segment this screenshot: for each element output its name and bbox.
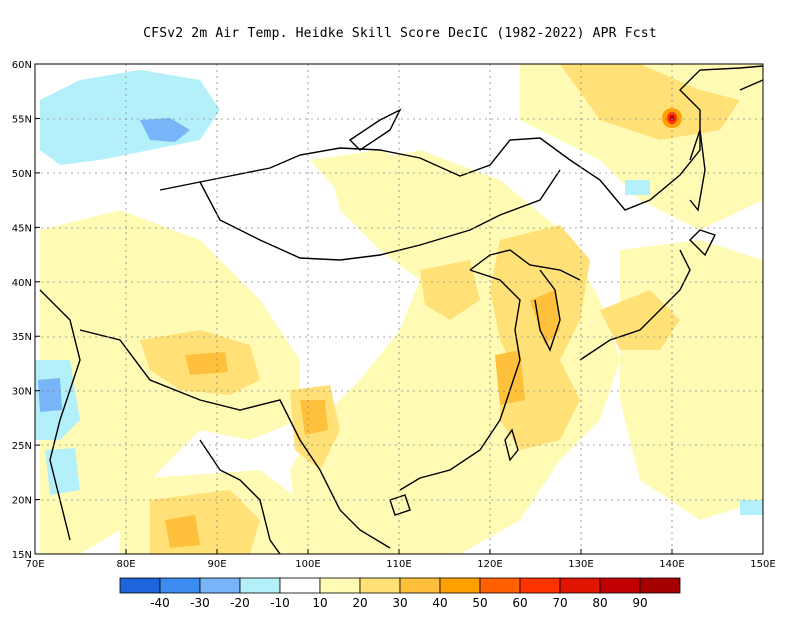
lon-tick-label: 140E [659, 559, 684, 570]
field-pale-yellow-china [290, 150, 620, 554]
colorbar-label: 10 [312, 596, 327, 610]
coast-kamchatka [739, 79, 763, 91]
lat-tick-label: 55N [12, 114, 32, 125]
colorbar-swatch [439, 577, 481, 594]
border-mongolia [199, 169, 561, 261]
lat-tick-label: 20N [12, 496, 32, 507]
skill-field [35, 64, 763, 554]
lon-tick-label: 100E [295, 559, 320, 570]
colorbar-label: 50 [472, 596, 487, 610]
colorbar-label: 60 [512, 596, 527, 610]
colorbar-swatch [199, 577, 241, 594]
lat-tick-label: 40N [12, 278, 32, 289]
lat-tick-label: 15N [12, 550, 32, 561]
colorbar-label: 90 [632, 596, 647, 610]
colorbar: -40 -30 -20 -10 10 20 30 40 50 60 70 80 90 [119, 577, 681, 610]
colorbar-label: 70 [552, 596, 567, 610]
field-pale-yellow-mongolia [310, 150, 440, 215]
field-blue-west [38, 378, 62, 412]
field-lightblue-southwest [45, 448, 80, 495]
coast-sakhalin [689, 129, 706, 212]
colorbar-swatch [159, 577, 201, 594]
lon-tick-label: 90E [207, 559, 226, 570]
colorbar-label: 30 [392, 596, 407, 610]
gridlines [35, 64, 763, 554]
colorbar-swatch [359, 577, 401, 594]
lat-tick-label: 45N [12, 223, 32, 234]
coast-bohai [469, 249, 581, 281]
colorbar-swatch [279, 577, 321, 594]
field-orange-india [165, 515, 200, 548]
lon-tick-label: 150E [750, 559, 775, 570]
lat-tick-label: 25N [12, 441, 32, 452]
colorbar-swatch [239, 577, 281, 594]
coast-japan-hokkaido [689, 229, 716, 257]
lon-tick-label: 70E [25, 559, 44, 570]
coastlines [39, 65, 763, 554]
colorbar-label: 20 [352, 596, 367, 610]
field-lightblue-east [625, 180, 650, 195]
colorbar-label: -40 [150, 596, 170, 610]
lat-tick-label: 30N [12, 387, 32, 398]
colorbar-swatch [319, 577, 361, 594]
colorbar-swatch [559, 577, 601, 594]
coast-china-east [399, 269, 521, 491]
colorbar-swatch [639, 577, 681, 594]
colorbar-swatch [519, 577, 561, 594]
colorbar-swatch [479, 577, 521, 594]
coast-bay-of-bengal [199, 439, 281, 554]
border-north-asia [159, 65, 763, 211]
field-yellow-japan [600, 290, 680, 350]
coast-taiwan [504, 428, 519, 462]
colorbar-swatch [599, 577, 641, 594]
lat-tick-label: 35N [12, 332, 32, 343]
colorbar-swatch [399, 577, 441, 594]
lat-tick-label: 50N [12, 169, 32, 180]
coast-himalaya [79, 329, 391, 549]
lon-tick-label: 110E [386, 559, 411, 570]
colorbar-label: -10 [270, 596, 290, 610]
field-orange-china [495, 350, 525, 405]
coast-japan-honshu [579, 249, 691, 361]
lon-tick-label: 120E [477, 559, 502, 570]
coast-korea [534, 269, 561, 352]
field-orange-yunnan [300, 400, 328, 435]
colorbar-swatch [119, 577, 161, 594]
field-blue-northwest [140, 118, 190, 142]
coast-lake-baikal [348, 108, 402, 151]
lat-tick-label: 60N [12, 60, 32, 71]
colorbar-label: -30 [190, 596, 210, 610]
colorbar-label: -20 [230, 596, 250, 610]
axes: 70E 80E 90E 100E 110E 120E 130E 140E 150E 15N 20N 2… [12, 60, 776, 570]
lon-tick-label: 80E [116, 559, 135, 570]
colorbar-label: 40 [432, 596, 447, 610]
map-title: CFSv2 2m Air Temp. Heidke Skill Score De… [143, 26, 657, 41]
field-lightblue-northwest [40, 70, 220, 165]
coast-hainan [389, 494, 411, 516]
field-yellow-hebei [420, 260, 480, 320]
field-orange-korea [530, 290, 560, 345]
colorbar-label: 80 [592, 596, 607, 610]
field-lightblue-pacific [740, 500, 763, 515]
lon-tick-label: 130E [568, 559, 593, 570]
field-orange-tibet [185, 352, 228, 375]
field-yellow-north [560, 64, 740, 140]
